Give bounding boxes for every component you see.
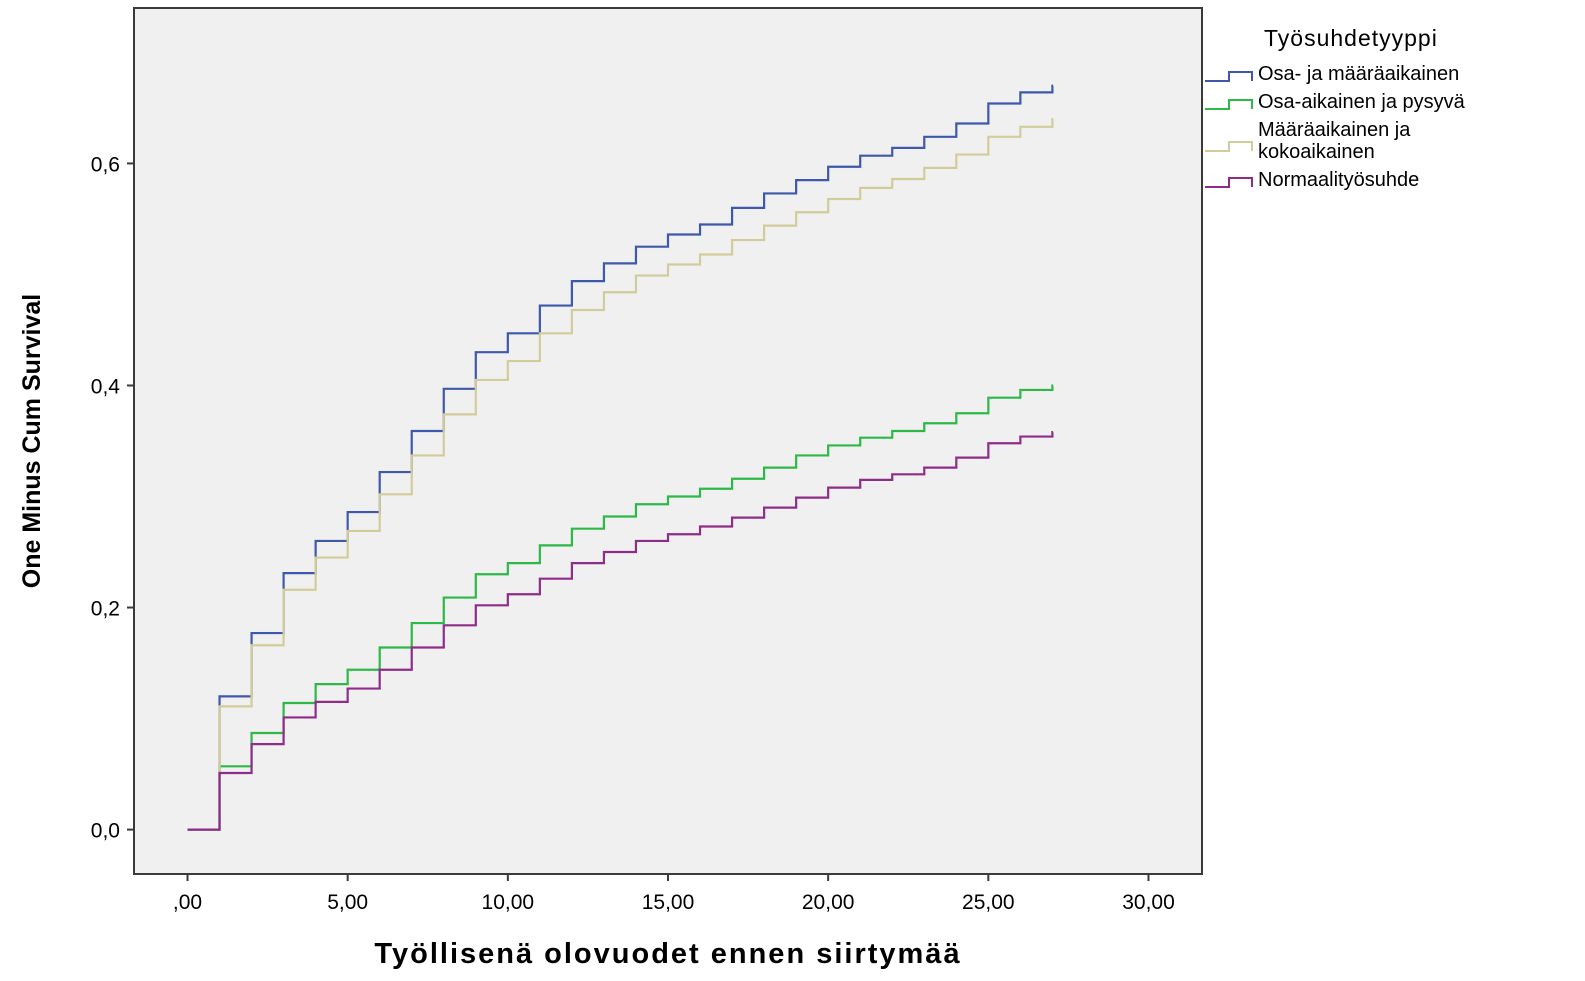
x-tick-label: 10,00 xyxy=(482,891,535,914)
legend-label: Osa-aikainen ja pysyvä xyxy=(1258,91,1466,113)
x-tick-label: ,00 xyxy=(173,891,202,914)
legend-swatch xyxy=(1205,72,1252,81)
legend-label: Osa- ja määräaikainen xyxy=(1258,63,1459,85)
x-tick-label: 20,00 xyxy=(802,891,855,914)
legend-swatch xyxy=(1205,178,1252,187)
x-tick-label: 5,00 xyxy=(327,891,368,914)
legend: Työsuhdetyyppi Osa- ja määräaikainenOsa-… xyxy=(1205,25,1466,191)
y-axis-title: One Minus Cum Survival xyxy=(18,294,46,589)
x-tick-label: 15,00 xyxy=(642,891,695,914)
y-tick-label: 0,6 xyxy=(91,153,120,176)
legend-items: Osa- ja määräaikainen Osa-aikainen ja pys… xyxy=(1205,63,1466,191)
legend-swatch xyxy=(1205,100,1252,109)
x-axis: ,00 5,00 10,00 15,00 20,00 25,00 30,00 xyxy=(173,874,1175,914)
plot-area xyxy=(134,8,1202,874)
legend-swatch xyxy=(1205,142,1252,151)
legend-label: Normaalityösuhde xyxy=(1258,169,1419,191)
y-tick-label: 0,2 xyxy=(91,598,120,621)
y-axis: 0,0 0,2 0,4 0,6 xyxy=(91,153,134,842)
y-tick-label: 0,0 xyxy=(91,820,120,843)
x-tick-label: 30,00 xyxy=(1122,891,1175,914)
x-axis-title: Työllisenä olovuodet ennen siirtymää xyxy=(374,938,961,970)
y-tick-label: 0,4 xyxy=(91,375,121,398)
legend-title: Työsuhdetyyppi xyxy=(1264,25,1438,51)
x-tick-label: 25,00 xyxy=(962,891,1015,914)
legend-label: Määräaikainen ja kokoaikainen xyxy=(1258,119,1411,163)
